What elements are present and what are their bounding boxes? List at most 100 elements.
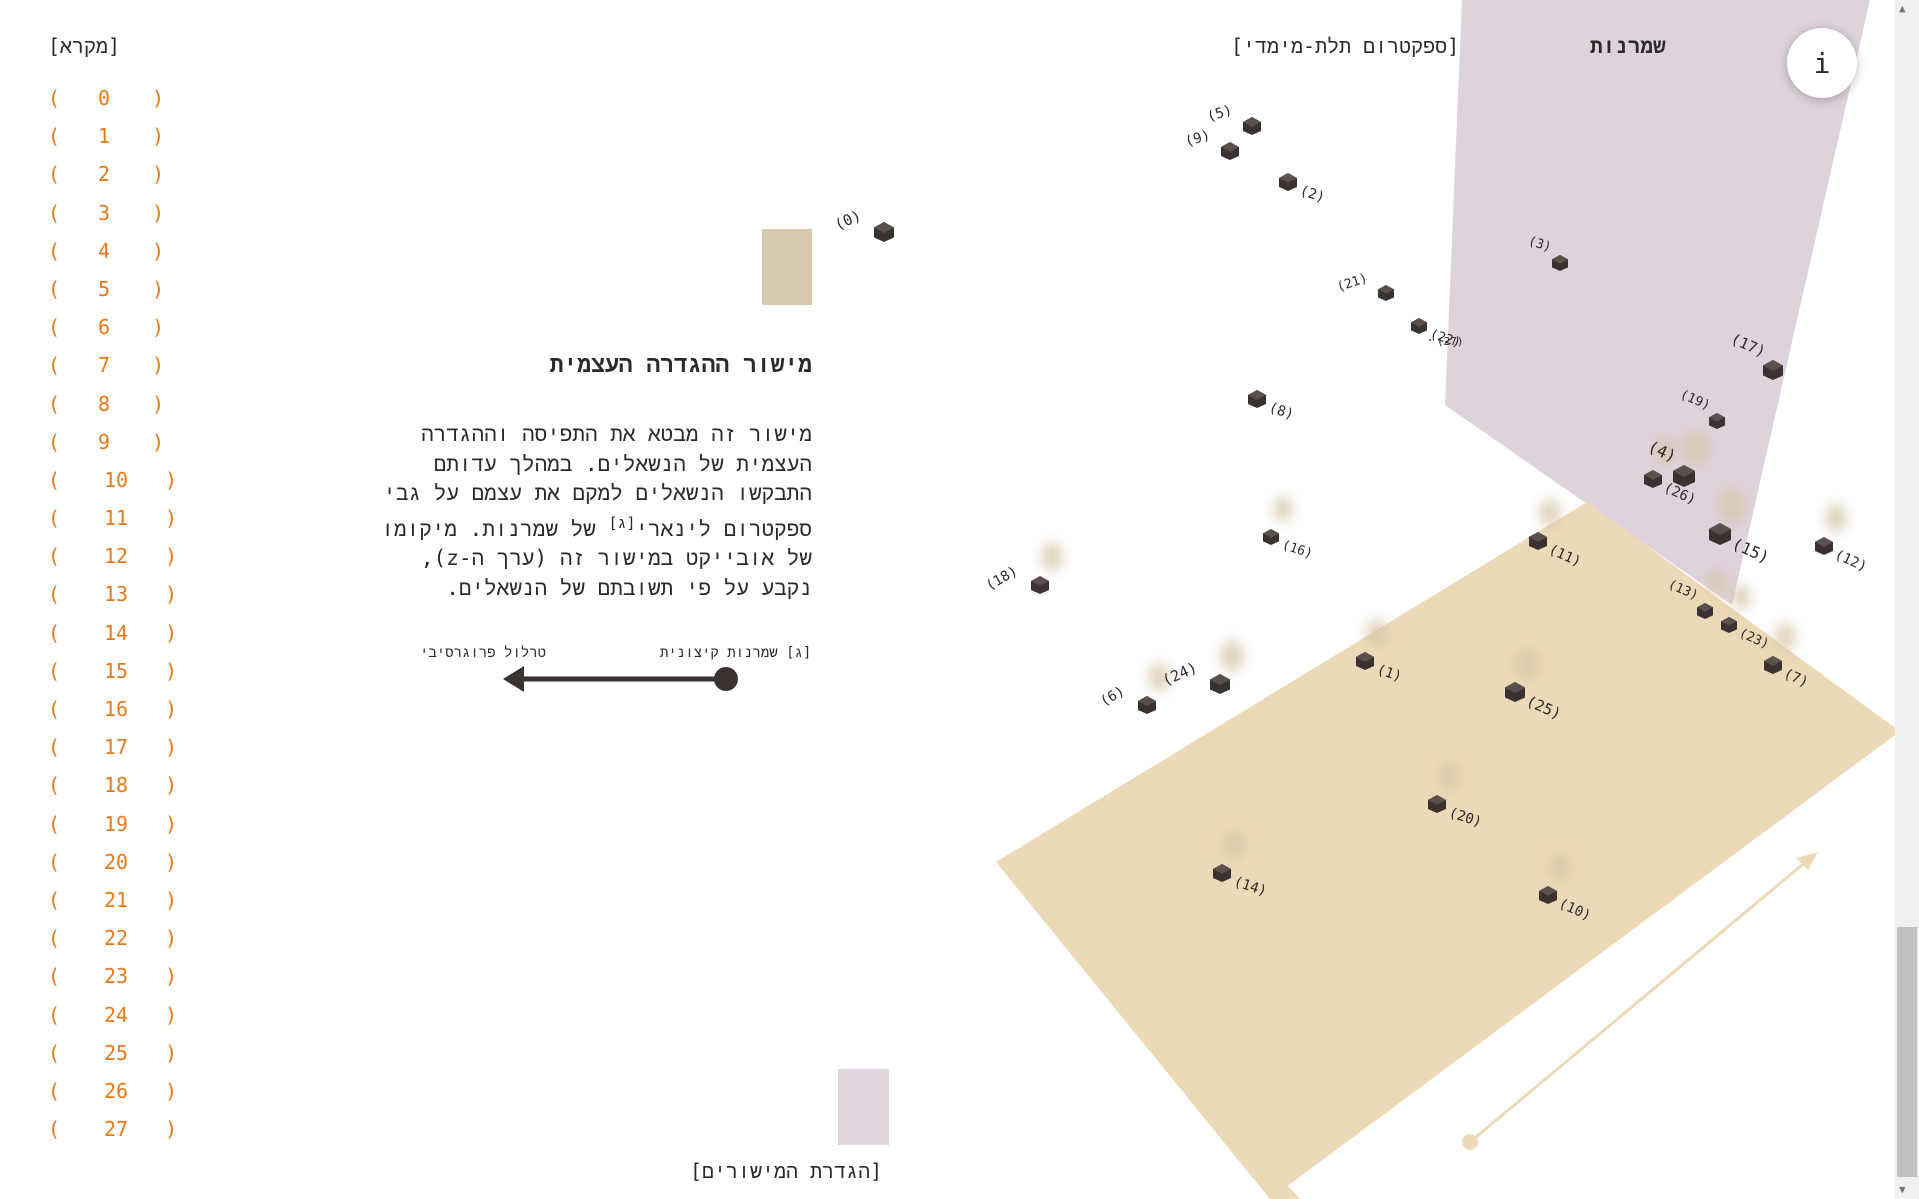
planes-definition-link[interactable]: [הגדרת המישורים] xyxy=(690,1159,883,1183)
legend-item-21[interactable]: (21) xyxy=(48,888,188,926)
data-cube-1[interactable]: (1) xyxy=(1356,652,1404,685)
data-cube-3[interactable]: (3) xyxy=(1526,234,1568,271)
legend-bracket-right: ) xyxy=(165,773,178,798)
cube-top-face xyxy=(1709,523,1731,536)
legend-bracket-left: ( xyxy=(48,1002,61,1027)
legend-item-10[interactable]: (10) xyxy=(48,468,188,506)
legend-item-number: 3 xyxy=(97,200,111,225)
axis-endpoint xyxy=(714,667,738,691)
footnote-ref[interactable]: [ג] xyxy=(608,513,636,532)
legend-item-number: 1 xyxy=(97,124,111,149)
legend-bracket-left: ( xyxy=(48,124,61,149)
legend-item-8[interactable]: (8) xyxy=(48,392,188,430)
data-cube-12[interactable]: (12) xyxy=(1815,537,1869,575)
legend-bracket-right: ) xyxy=(152,276,165,301)
legend-item-number: 2 xyxy=(97,162,111,187)
wall-plane-swatch xyxy=(838,1069,889,1145)
legend-item-23[interactable]: (23) xyxy=(48,964,188,1002)
nav-3d-spectrum-link[interactable]: [ספקטרום תלת-מימדי] xyxy=(1231,34,1460,58)
legend-bracket-left: ( xyxy=(48,1117,61,1142)
data-cube-8[interactable]: (8) xyxy=(1248,390,1296,423)
legend-item-12[interactable]: (12) xyxy=(48,544,188,582)
cube-top-face xyxy=(1429,339,1431,341)
legend-item-number: 7 xyxy=(97,353,111,378)
scrollbar-thumb[interactable] xyxy=(1897,927,1917,1177)
cube-top-face xyxy=(1644,470,1662,480)
panel-body: מישור זה מבטא את התפיסה וההגדרה העצמית ש… xyxy=(330,420,812,603)
app-title[interactable]: שמרנות xyxy=(1590,34,1666,58)
data-cube-18[interactable]: (18) xyxy=(983,563,1049,594)
panel-body-line: התבקשו הנשאלים למקם את עצמם על גבי xyxy=(383,481,812,505)
data-cube-4[interactable]: (4) xyxy=(1645,437,1695,487)
legend-bracket-right: ) xyxy=(152,315,165,340)
cube-top-face xyxy=(1243,117,1261,127)
data-cube-21[interactable]: (21) xyxy=(1335,271,1394,301)
legend-bracket-left: ( xyxy=(48,162,61,187)
cube-label: (5) xyxy=(1205,102,1234,125)
data-cube-5[interactable]: (5) xyxy=(1205,102,1261,135)
legend-item-7[interactable]: (7) xyxy=(48,353,188,391)
legend-bracket-left: ( xyxy=(48,429,61,454)
legend-bracket-right: ) xyxy=(165,926,178,951)
legend-item-4[interactable]: (4) xyxy=(48,239,188,277)
progressive-axis-origin xyxy=(1462,1134,1478,1150)
legend-item-17[interactable]: (17) xyxy=(48,735,188,773)
legend-item-11[interactable]: (11) xyxy=(48,506,188,544)
legend-bracket-right: ) xyxy=(165,887,178,912)
cube-top-face xyxy=(1673,465,1695,478)
axis-label-extreme: [ג] שמרנות קיצונית xyxy=(660,645,812,661)
legend-item-24[interactable]: (24) xyxy=(48,1003,188,1041)
cube-label: (21) xyxy=(1335,271,1369,295)
legend-bracket-right: ) xyxy=(152,124,165,149)
cube-shadow xyxy=(1718,488,1746,524)
legend-item-9[interactable]: (9) xyxy=(48,430,188,468)
cube-top-face xyxy=(1356,652,1374,662)
legend-bracket-right: ) xyxy=(165,735,178,760)
legend-item-1[interactable]: (1) xyxy=(48,124,188,162)
data-cube-6[interactable]: (6) xyxy=(1098,683,1156,714)
cube-shadow xyxy=(1539,498,1561,528)
data-cube-27[interactable]: (27) xyxy=(1429,335,1464,348)
scroll-up-arrow-icon[interactable]: ▲ xyxy=(1899,2,1906,15)
legend-item-20[interactable]: (20) xyxy=(48,850,188,888)
legend-item-number: 12 xyxy=(103,544,129,569)
conservatism-axis xyxy=(503,666,738,692)
legend-bracket-right: ) xyxy=(165,849,178,874)
legend-item-14[interactable]: (14) xyxy=(48,621,188,659)
cube-shadow xyxy=(1825,503,1847,533)
legend-item-19[interactable]: (19) xyxy=(48,812,188,850)
cube-top-face xyxy=(1552,255,1568,264)
legend-item-15[interactable]: (15) xyxy=(48,659,188,697)
legend-item-5[interactable]: (5) xyxy=(48,277,188,315)
legend-title[interactable]: [מקרא] xyxy=(48,34,121,58)
legend-bracket-right: ) xyxy=(152,86,165,110)
cube-shadows xyxy=(1041,430,1847,882)
cube-top-face xyxy=(1263,529,1279,538)
data-cube-16[interactable]: (16) xyxy=(1263,529,1314,562)
data-cube-24[interactable]: (24) xyxy=(1160,658,1230,694)
legend-bracket-right: ) xyxy=(152,391,165,416)
legend-item-26[interactable]: (26) xyxy=(48,1079,188,1117)
legend-item-25[interactable]: (25) xyxy=(48,1041,188,1079)
legend-item-16[interactable]: (16) xyxy=(48,697,188,735)
legend-item-18[interactable]: (18) xyxy=(48,773,188,811)
legend-item-2[interactable]: (2) xyxy=(48,162,188,200)
legend-item-6[interactable]: (6) xyxy=(48,315,188,353)
legend-item-22[interactable]: (22) xyxy=(48,926,188,964)
legend-bracket-right: ) xyxy=(165,658,178,683)
legend-item-3[interactable]: (3) xyxy=(48,201,188,239)
legend-bracket-left: ( xyxy=(48,391,61,416)
info-button[interactable]: i xyxy=(1787,28,1857,98)
data-cube-2[interactable]: (2) xyxy=(1279,173,1327,206)
legend-item-0[interactable]: (0) xyxy=(48,86,188,124)
cube-top-face xyxy=(874,222,894,233)
data-cube-0[interactable]: (0) xyxy=(832,206,894,242)
cube-top-face xyxy=(1428,795,1446,805)
scroll-down-arrow-icon[interactable]: ▼ xyxy=(1899,1183,1906,1196)
legend-item-13[interactable]: (13) xyxy=(48,582,188,620)
legend-bracket-right: ) xyxy=(165,964,178,989)
data-cube-9[interactable]: (9) xyxy=(1183,127,1239,160)
legend-item-27[interactable]: (27) xyxy=(48,1117,188,1155)
cube-top-face xyxy=(1709,413,1725,422)
